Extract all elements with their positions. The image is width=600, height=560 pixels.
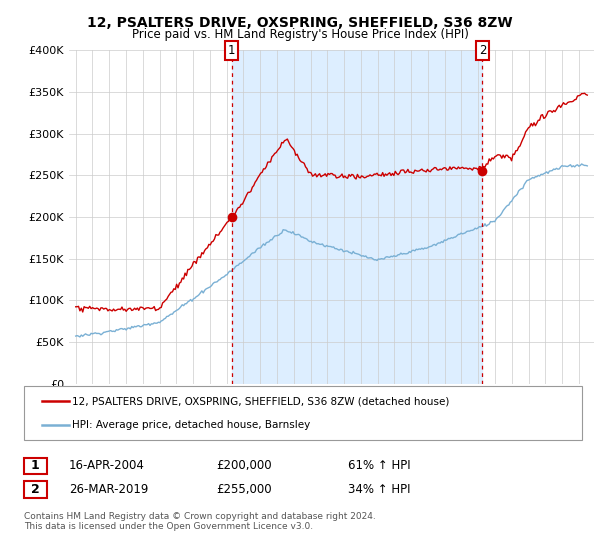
- Bar: [232, 50, 482, 384]
- Text: 16-APR-2004: 16-APR-2004: [69, 459, 145, 473]
- Text: 2: 2: [479, 44, 486, 57]
- Text: £255,000: £255,000: [216, 483, 272, 496]
- Text: 26-MAR-2019: 26-MAR-2019: [69, 483, 148, 496]
- Text: Price paid vs. HM Land Registry's House Price Index (HPI): Price paid vs. HM Land Registry's House …: [131, 28, 469, 41]
- Text: Contains HM Land Registry data © Crown copyright and database right 2024.
This d: Contains HM Land Registry data © Crown c…: [24, 512, 376, 531]
- Text: 1: 1: [228, 44, 235, 57]
- Text: HPI: Average price, detached house, Barnsley: HPI: Average price, detached house, Barn…: [72, 419, 310, 430]
- Text: 2: 2: [31, 483, 40, 496]
- Text: 1: 1: [31, 459, 40, 473]
- Text: 34% ↑ HPI: 34% ↑ HPI: [348, 483, 410, 496]
- Text: 12, PSALTERS DRIVE, OXSPRING, SHEFFIELD, S36 8ZW: 12, PSALTERS DRIVE, OXSPRING, SHEFFIELD,…: [87, 16, 513, 30]
- Text: 12, PSALTERS DRIVE, OXSPRING, SHEFFIELD, S36 8ZW (detached house): 12, PSALTERS DRIVE, OXSPRING, SHEFFIELD,…: [72, 396, 449, 407]
- Text: £200,000: £200,000: [216, 459, 272, 473]
- Text: 61% ↑ HPI: 61% ↑ HPI: [348, 459, 410, 473]
